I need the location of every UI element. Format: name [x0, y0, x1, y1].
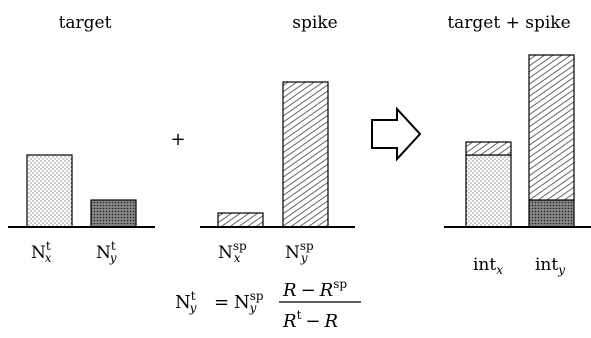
mix-bar-y-target: [528, 199, 575, 228]
equation-numerator: R − Rsp: [282, 277, 347, 301]
spike-bar-y: [282, 81, 329, 228]
equation-denominator: Rt − R: [282, 308, 338, 332]
mix-bar-x-spike: [465, 141, 512, 156]
spike-label-y: Nsp y: [285, 239, 314, 265]
target-bar-x: [26, 154, 73, 228]
equation-lhs: Nt y: [175, 289, 197, 315]
spike-bar-x: [217, 212, 264, 228]
spike-label-x: Nsp x: [218, 239, 247, 265]
target-title: target: [59, 13, 112, 33]
equation-equals: =: [214, 292, 229, 313]
mix-label-y: inty: [535, 255, 565, 277]
target-label-x: Nt x: [31, 239, 52, 265]
spike-title: spike: [292, 13, 337, 33]
target-bar-y: [90, 199, 137, 228]
mix-title: target + spike: [447, 13, 570, 33]
plus-operator: +: [170, 129, 185, 150]
mix-bar-x-target: [465, 154, 512, 228]
mix-bar-y-spike: [528, 54, 575, 201]
arrow-right-icon: [371, 106, 422, 162]
target-label-y: Nt y: [96, 239, 117, 265]
mix-label-x: intx: [473, 255, 503, 277]
equation: Nt y = Nsp y R − Rsp Rt − R: [175, 277, 361, 332]
equation-rhs-n: Nsp y: [234, 289, 264, 315]
